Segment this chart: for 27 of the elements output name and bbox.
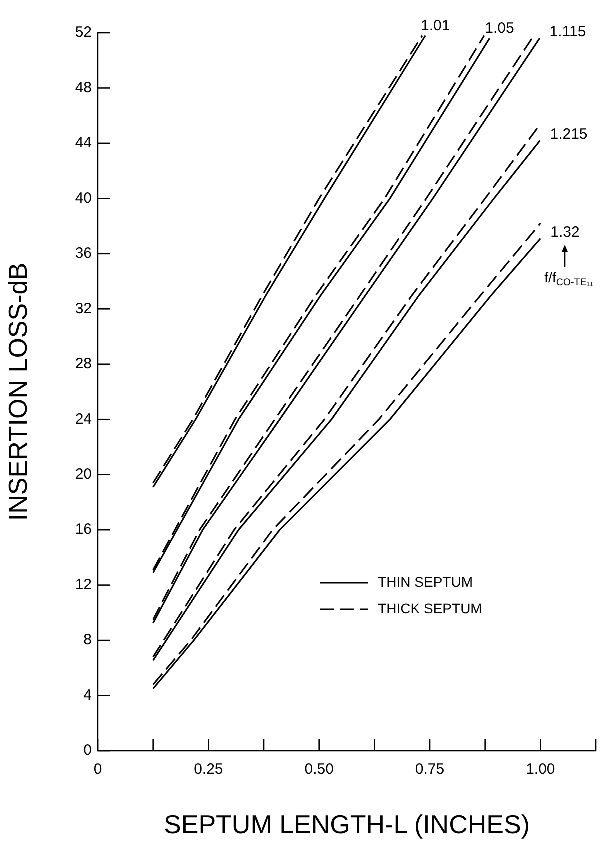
y-tick-label: 36 [75,245,92,262]
y-tick-label: 16 [75,521,92,538]
y-tick-label: 28 [75,356,92,373]
y-tick-label: 40 [75,190,92,207]
x-tick-label: 0.75 [415,761,445,778]
y-tick-label: 48 [75,79,92,96]
series-label: 1.215 [550,126,588,143]
y-tick-label: 4 [84,686,92,704]
x-tick-label: 0.50 [304,761,334,778]
annotation: THICK SEPTUM [378,600,482,616]
y-tick-label: 0 [84,742,92,760]
series-label: 1.32 [550,224,580,241]
y-axis-title: INSERTION LOSS-dB [2,262,33,522]
x-axis-title: SEPTUM LENGTH-L (INCHES) [164,810,530,840]
annotation: THIN SEPTUM [378,574,473,590]
y-tick-label: 44 [75,134,92,152]
y-tick-label: 8 [84,632,92,649]
series-label: 1.01 [420,17,450,34]
series-label: 1.05 [485,20,514,38]
y-tick-label: 32 [75,300,92,318]
y-tick-label: 24 [75,410,92,428]
y-tick-label: 20 [75,466,92,483]
series-label: 1.115 [550,24,586,41]
y-tick-label: 52 [75,24,92,42]
x-tick-label: 0.25 [194,761,224,778]
x-tick-label: 1.00 [526,761,556,778]
y-tick-label: 12 [75,576,92,594]
